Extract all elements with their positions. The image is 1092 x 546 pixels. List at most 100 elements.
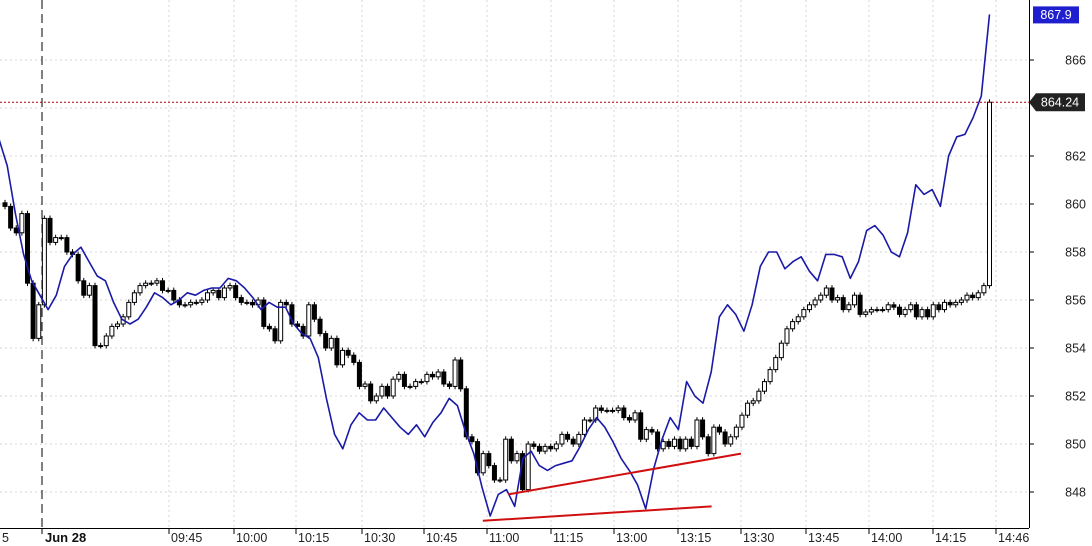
candle: [587, 417, 593, 423]
candle: [334, 335, 340, 368]
x-tick-label: 10:00: [236, 531, 267, 545]
candle: [739, 412, 745, 431]
date-label: Jun 28: [45, 530, 86, 545]
x-tick-label: 10:30: [364, 531, 395, 545]
candle: [424, 371, 430, 385]
x-tick-label: 10:45: [426, 531, 457, 545]
candle: [328, 335, 334, 351]
candle: [941, 299, 947, 313]
candle: [981, 282, 987, 296]
candle: [47, 215, 53, 246]
trendlines: [482, 452, 742, 522]
support-trendline: [482, 505, 712, 522]
price-tags: 867.9 864.24: [1029, 6, 1085, 112]
left-edge-label: 5: [2, 531, 9, 545]
candle: [407, 383, 413, 390]
candle: [694, 417, 700, 450]
candle: [626, 414, 632, 423]
candle: [773, 354, 779, 373]
candle: [503, 436, 509, 483]
candle: [379, 383, 385, 399]
candle: [964, 292, 970, 303]
candle: [362, 381, 368, 390]
candle: [2, 199, 8, 210]
candle: [216, 287, 222, 301]
candle: [863, 309, 869, 318]
candle: [576, 431, 582, 447]
candle: [323, 330, 329, 351]
candle: [835, 294, 841, 303]
candlestick-series: [2, 99, 992, 493]
candle: [716, 424, 722, 435]
candle: [58, 234, 64, 241]
candle: [233, 282, 239, 301]
candle: [137, 282, 143, 296]
candle: [632, 409, 638, 423]
x-axis-ticks: 09:45 10:00 10:15 10:30 10:45 11:00 11:15 13:00…: [2, 528, 1029, 545]
candle: [266, 323, 272, 332]
candle: [25, 210, 31, 287]
support-trendline: [508, 452, 742, 496]
candle: [570, 436, 576, 447]
candle: [801, 306, 807, 320]
candle: [902, 306, 908, 318]
candle: [581, 417, 587, 438]
candle: [812, 297, 818, 308]
candle: [227, 282, 233, 291]
candle: [446, 381, 452, 390]
candle: [638, 409, 644, 443]
candle: [868, 306, 874, 315]
candle: [435, 369, 441, 380]
candle: [750, 397, 756, 407]
y-tick-label: 858: [1065, 246, 1086, 260]
candle: [64, 234, 70, 255]
candle: [278, 299, 284, 344]
candle: [733, 424, 739, 440]
candle: [615, 405, 621, 414]
candle: [514, 450, 520, 464]
candle: [542, 443, 548, 455]
candle: [925, 306, 931, 320]
candle: [722, 429, 728, 447]
y-tick-label: 850: [1065, 438, 1086, 452]
x-tick-label: 11:15: [553, 531, 583, 545]
candle: [311, 301, 317, 323]
candle: [340, 347, 346, 368]
candle: [205, 289, 211, 303]
candle: [210, 287, 216, 296]
candle: [806, 301, 812, 313]
candle: [896, 304, 902, 318]
candle: [851, 292, 857, 308]
candle: [745, 400, 751, 419]
candle: [818, 292, 824, 303]
candle: [351, 352, 357, 366]
candle: [598, 405, 604, 414]
x-tick-label: 09:45: [171, 531, 202, 545]
candle: [300, 323, 306, 339]
candle: [98, 342, 104, 349]
candle: [480, 450, 486, 476]
candle: [683, 436, 689, 452]
candle: [86, 282, 92, 299]
candle: [385, 383, 391, 399]
candle: [671, 436, 677, 450]
svg-text:867.9: 867.9: [1040, 8, 1071, 22]
candle: [19, 210, 25, 236]
x-tick-label: 13:45: [808, 531, 839, 545]
candle: [356, 359, 362, 390]
candle: [250, 299, 256, 308]
candle: [610, 407, 616, 414]
candle: [666, 438, 672, 450]
candle: [238, 294, 244, 306]
candle: [913, 301, 919, 320]
candle: [919, 306, 925, 320]
candle: [790, 318, 796, 332]
candle: [947, 299, 953, 308]
candle: [199, 297, 205, 306]
candle: [306, 301, 312, 339]
candle: [823, 285, 829, 299]
candle: [182, 301, 188, 308]
candle: [103, 333, 109, 349]
candle: [761, 378, 767, 395]
